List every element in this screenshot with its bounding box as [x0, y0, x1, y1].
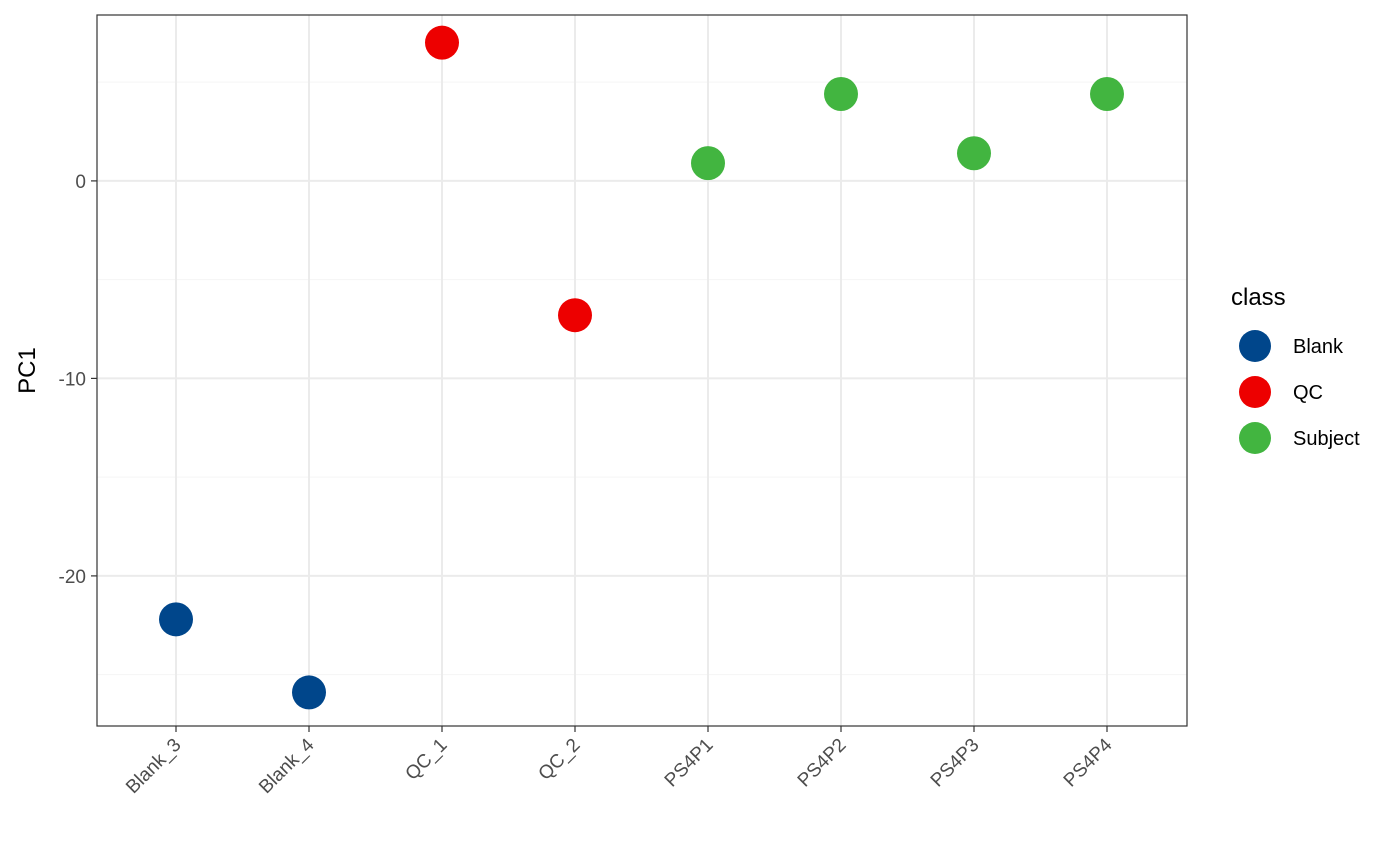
legend: class Blank QC Subject: [1231, 284, 1360, 454]
data-point: [957, 136, 991, 171]
legend-key: [1239, 330, 1271, 362]
x-tick-label: PS4P2: [794, 735, 851, 792]
axis-ticks: 0 -10 -20 Blank_3 Blank_4 QC_1 QC_2 PS4P1 PS4P2 P…: [59, 172, 1117, 798]
legend-title: class: [1231, 284, 1286, 311]
data-point: [159, 602, 193, 637]
legend-key: [1239, 422, 1271, 454]
data-point: [1090, 77, 1124, 111]
y-axis-title: PC1: [14, 347, 41, 394]
x-tick-label: PS4P1: [661, 735, 718, 792]
data-point: [558, 298, 592, 333]
x-tick-label: Blank_4: [255, 734, 319, 798]
data-point: [824, 77, 858, 111]
plot-panel: [96, 14, 1188, 727]
x-tick-label: QC_2: [535, 735, 585, 785]
data-point: [691, 146, 725, 181]
x-tick-label: Blank_3: [122, 735, 185, 798]
x-tick-label: PS4P3: [927, 735, 984, 792]
legend-label: QC: [1293, 382, 1323, 404]
y-tick-label: -10: [59, 369, 86, 390]
y-tick-label: -20: [59, 567, 86, 588]
grid: [97, 15, 1187, 726]
x-tick-label: QC_1: [402, 735, 452, 785]
legend-key: [1239, 376, 1271, 408]
legend-label: Blank: [1293, 336, 1344, 358]
y-tick-label: 0: [75, 172, 86, 193]
x-tick-label: PS4P4: [1060, 734, 1117, 791]
legend-label: Subject: [1293, 428, 1360, 450]
data-points: [159, 25, 1124, 710]
data-point: [425, 25, 459, 60]
data-point: [292, 675, 326, 710]
